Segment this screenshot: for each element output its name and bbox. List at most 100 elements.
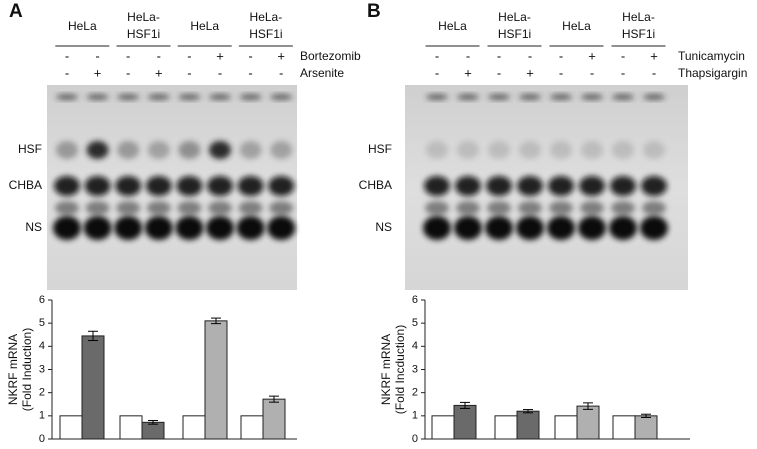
gel-band bbox=[178, 141, 201, 159]
y-tick-label: 4 bbox=[412, 340, 418, 352]
gel-well bbox=[270, 94, 293, 100]
group-label: HeLa- bbox=[250, 10, 283, 24]
gel-band bbox=[423, 216, 451, 240]
treatment-sign: - bbox=[497, 65, 501, 80]
bar bbox=[516, 410, 540, 440]
band-label: NS bbox=[25, 220, 42, 234]
gel-band bbox=[206, 216, 234, 240]
gel-band bbox=[146, 201, 171, 215]
gel-band bbox=[456, 201, 480, 215]
y-axis-label: (Fold Incduction) bbox=[393, 325, 407, 414]
gel-band bbox=[53, 216, 81, 240]
gel-band bbox=[488, 141, 510, 159]
gel-well bbox=[147, 94, 170, 100]
y-tick-label: 5 bbox=[412, 317, 418, 329]
y-tick-label: 4 bbox=[39, 340, 45, 352]
bar bbox=[453, 404, 477, 440]
gel-band bbox=[548, 176, 574, 196]
bar bbox=[81, 335, 105, 440]
gel-band bbox=[117, 141, 140, 159]
gel-band bbox=[54, 176, 80, 196]
treatment-sign: + bbox=[526, 65, 534, 80]
treatment-sign: + bbox=[464, 65, 472, 80]
y-tick-label: 2 bbox=[39, 387, 45, 399]
treatment-sign: - bbox=[218, 65, 222, 80]
gel-band bbox=[209, 141, 231, 159]
gel-band bbox=[236, 216, 265, 240]
gel-band bbox=[85, 201, 110, 215]
gel-band bbox=[270, 141, 293, 159]
treatment-sign: - bbox=[126, 48, 130, 63]
band-label: NS bbox=[375, 220, 392, 234]
gel-band bbox=[643, 141, 665, 159]
gel-band bbox=[84, 176, 111, 196]
y-tick-label: 0 bbox=[39, 433, 45, 445]
treatment-name: Tunicamycin bbox=[678, 49, 745, 63]
gel-well bbox=[643, 94, 665, 100]
gel-band bbox=[207, 176, 233, 196]
y-tick-label: 0 bbox=[412, 433, 418, 445]
treatment-name: Bortezomib bbox=[300, 49, 361, 63]
group-label: HeLa- bbox=[127, 10, 160, 24]
gel-band bbox=[517, 176, 543, 196]
band-label: HSF bbox=[368, 142, 392, 156]
y-tick-label: 3 bbox=[39, 363, 45, 375]
gel-band bbox=[115, 176, 142, 196]
gel-band bbox=[519, 141, 541, 159]
treatment-sign: - bbox=[466, 48, 470, 63]
treatment-sign: - bbox=[559, 65, 563, 80]
gel-band bbox=[611, 201, 635, 215]
group-label: HeLa bbox=[438, 19, 467, 33]
gel-band bbox=[455, 176, 481, 196]
gel-band bbox=[454, 216, 482, 240]
group-label: HeLa bbox=[562, 19, 591, 33]
gel-band bbox=[550, 141, 572, 159]
gel-band bbox=[237, 176, 264, 196]
treatment-sign: + bbox=[277, 48, 285, 63]
group-label: HeLa- bbox=[622, 10, 655, 24]
gel-band bbox=[147, 141, 170, 159]
y-tick-label: 6 bbox=[412, 294, 418, 306]
gel-image bbox=[405, 85, 688, 290]
bar bbox=[141, 421, 165, 440]
treatment-sign: - bbox=[65, 48, 69, 63]
bar bbox=[59, 415, 83, 440]
treatment-sign: - bbox=[621, 48, 625, 63]
treatment-sign: - bbox=[559, 48, 563, 63]
bar bbox=[494, 415, 518, 440]
treatment-sign: + bbox=[650, 48, 658, 63]
band-label: CHBA bbox=[359, 178, 392, 192]
treatment-sign: + bbox=[588, 48, 596, 63]
gel-band bbox=[114, 216, 143, 240]
gel-band bbox=[424, 176, 450, 196]
gel-well bbox=[86, 94, 109, 100]
treatment-sign: - bbox=[187, 65, 191, 80]
gel-band bbox=[269, 201, 294, 215]
gel-band bbox=[641, 176, 667, 196]
gel-band bbox=[457, 141, 479, 159]
treatment-sign: - bbox=[590, 65, 594, 80]
bar bbox=[240, 415, 264, 440]
gel-well bbox=[209, 94, 231, 100]
treatment-sign: + bbox=[216, 48, 224, 63]
panel-label: A bbox=[9, 1, 23, 22]
gel-image bbox=[47, 85, 297, 290]
gel-band bbox=[239, 141, 262, 159]
gel-band bbox=[487, 201, 511, 215]
treatment-sign: + bbox=[155, 65, 163, 80]
treatment-sign: - bbox=[187, 48, 191, 63]
gel-band bbox=[485, 216, 513, 240]
group-label: HSF1i bbox=[249, 27, 282, 41]
treatment-sign: - bbox=[65, 65, 69, 80]
bar bbox=[182, 415, 206, 440]
gel-band bbox=[116, 201, 141, 215]
gel-band bbox=[86, 141, 109, 159]
treatment-sign: - bbox=[435, 48, 439, 63]
treatment-sign: - bbox=[248, 48, 252, 63]
gel-band bbox=[56, 141, 78, 159]
gel-band bbox=[581, 141, 603, 159]
gel-background bbox=[405, 85, 688, 290]
gel-well bbox=[457, 94, 479, 100]
treatment-sign: - bbox=[528, 48, 532, 63]
group-label: HSF1i bbox=[498, 27, 531, 41]
